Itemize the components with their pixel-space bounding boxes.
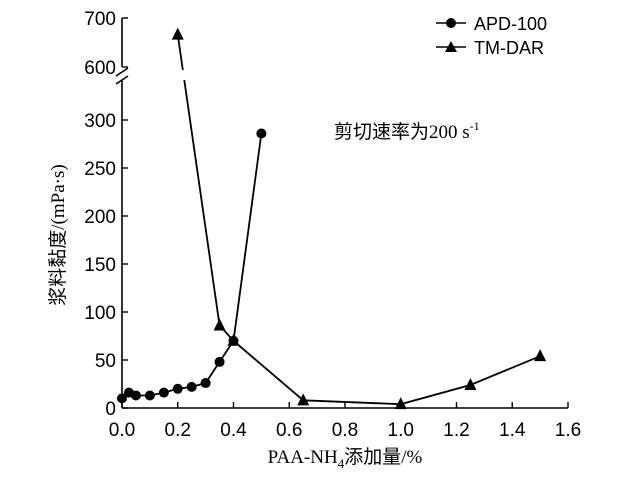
y-tick-label: 150 (84, 255, 116, 276)
x-tick-label: 0.4 (220, 420, 247, 441)
x-tick-label: 1.2 (443, 420, 469, 441)
series-tm-dar (171, 27, 547, 410)
data-point (214, 356, 225, 367)
data-point (297, 393, 310, 406)
data-point (158, 387, 169, 398)
legend-label-tm-dar: TM-DAR (474, 38, 544, 58)
x-tick-label: 1.4 (499, 420, 526, 441)
data-point (130, 390, 141, 401)
series-line (218, 324, 541, 406)
data-point (171, 27, 184, 40)
series-apd-100 (117, 128, 267, 404)
y-tick-label: 0 (105, 399, 116, 420)
x-tick-label: 0.8 (332, 420, 358, 441)
y-tick-label: 700 (84, 9, 116, 30)
annotation-superscript: -1 (470, 119, 480, 133)
y-axis-break-mark (115, 75, 129, 85)
data-point (394, 397, 407, 410)
annotation: 剪切速率为200 s-1 (334, 119, 480, 143)
data-point (200, 378, 211, 389)
data-point (144, 390, 155, 401)
y-tick-label: 250 (84, 159, 116, 180)
data-point (172, 383, 183, 394)
legend: APD-100 TM-DAR (436, 14, 547, 58)
x-axis: 0.0 0.2 0.4 0.6 0.8 1.0 1.2 1.4 1.6 (109, 402, 581, 441)
data-point (256, 128, 267, 139)
data-point (464, 377, 477, 390)
legend-marker-tm-dar (445, 41, 457, 52)
y-axis: 0 50 100 150 200 250 300 600 700 (84, 9, 128, 420)
x-tick-label: 1.0 (388, 420, 414, 441)
x-axis-title-subscript: 4 (338, 456, 345, 471)
legend-marker-apd-100 (446, 18, 456, 28)
y-tick-label: 50 (95, 351, 116, 372)
x-axis-title: PAA-NH4添加量/% (268, 446, 423, 471)
y-axis-title: 浆料黏度/(mPa·s) (47, 164, 69, 305)
y-tick-label: 100 (84, 303, 116, 324)
data-point (186, 381, 197, 392)
x-tick-label: 0.0 (109, 420, 135, 441)
y-tick-label: 300 (84, 111, 116, 132)
legend-label-apd-100: APD-100 (474, 14, 547, 34)
x-tick-label: 0.6 (276, 420, 302, 441)
x-tick-label: 0.2 (165, 420, 191, 441)
series-line-segment (176, 34, 184, 71)
data-point (227, 333, 240, 346)
x-tick-label: 1.6 (555, 420, 581, 441)
data-point (213, 318, 226, 331)
data-point (117, 393, 127, 404)
y-tick-label: 200 (84, 207, 116, 228)
series-line (121, 133, 263, 400)
series-layer (117, 27, 547, 410)
plot-frame (115, 18, 568, 409)
y-axis-break-mark (115, 67, 129, 77)
y-tick-label: 600 (84, 58, 116, 79)
series-line-segment (183, 79, 221, 326)
data-point (534, 349, 547, 362)
